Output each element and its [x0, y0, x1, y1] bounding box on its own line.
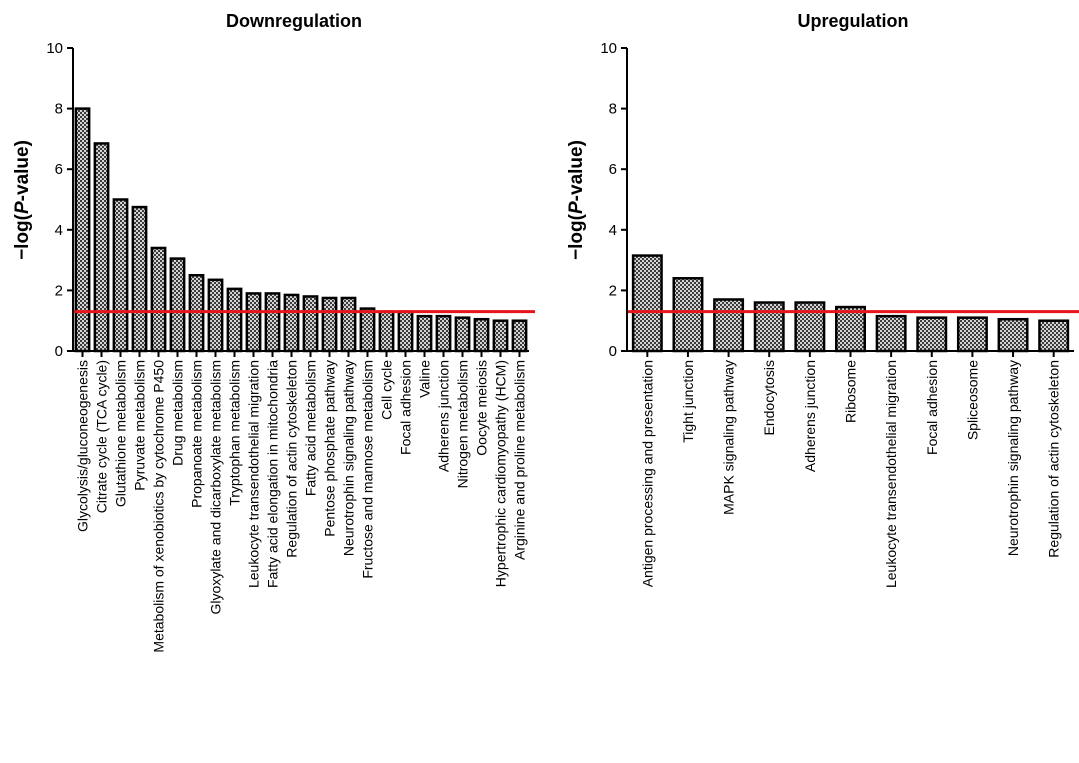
bar-down-16: [359, 307, 376, 353]
bar-up-6: [835, 305, 866, 353]
bar-down-23: [492, 319, 509, 353]
x-tick-label-down-14: Pentose phosphate pathway: [322, 360, 338, 537]
x-tick-label-down-17: Cell cycle: [379, 360, 395, 420]
chart-title: Upregulation: [798, 11, 909, 31]
y-axis-label-part: P: [12, 201, 33, 214]
y-tick-label: 10: [46, 40, 63, 57]
upregulation-panel: Upregulation −log(P-value) 0 2 4 6 8 10 Antigen …: [566, 11, 1079, 588]
bar-down-20: [435, 314, 452, 353]
bar-down-12: [283, 293, 300, 353]
x-tick-label-down-12: Regulation of actin cytoskeleton: [284, 360, 300, 558]
y-axis-label-part: -value): [566, 140, 587, 201]
x-tick-label-up-11: Regulation of actin cytoskeleton: [1046, 360, 1062, 558]
x-tick-label-up-7: Leukocyte transendothelial migration: [883, 360, 899, 588]
bar-down-1: [74, 107, 91, 353]
bar-up-7: [875, 314, 907, 353]
y-tick-label: 0: [609, 343, 617, 360]
x-tick-label-down-13: Fatty acid metabolism: [303, 360, 319, 496]
bar-down-22: [473, 317, 490, 353]
y-tick-label: 6: [55, 161, 63, 178]
bar-down-5: [150, 246, 167, 353]
y-tick-label: 8: [55, 101, 63, 118]
bar-down-2: [93, 142, 110, 353]
bar-up-11: [1038, 319, 1070, 353]
y-tick-label: 4: [609, 222, 617, 239]
y-tick-label: 0: [55, 343, 63, 360]
y-tick-label: 4: [55, 222, 63, 239]
y-axis-label-part: P: [566, 201, 587, 214]
bar-down-14: [321, 296, 338, 353]
y-tick-label: 2: [55, 282, 63, 299]
y-tick-label: 6: [609, 161, 617, 178]
x-tick-label-down-19: Valine: [417, 360, 433, 398]
x-tick-label-down-4: Pyruvate metabolism: [132, 360, 148, 491]
bar-down-11: [264, 292, 281, 353]
x-tick-label-down-10: Leukocyte transendothelial migration: [246, 360, 262, 588]
x-tick-label-down-20: Adherens junction: [436, 360, 452, 472]
bar-up-10: [997, 317, 1029, 353]
x-tick-label-down-15: Neurotrophin signaling pathway: [341, 360, 357, 556]
bar-down-8: [207, 278, 224, 353]
bar-down-17: [378, 310, 395, 353]
x-tick-label-down-23: Hypertrophic cardiomyopathy (HCM): [493, 360, 509, 587]
bar-up-3: [713, 298, 745, 353]
x-tick-label-down-3: Glutathione metabolism: [113, 360, 129, 507]
x-tick-label-up-10: Neurotrophin signaling pathway: [1005, 360, 1021, 556]
y-axis-label-part: -value): [12, 140, 33, 201]
x-tick-label-up-3: MAPK signaling pathway: [721, 360, 737, 515]
bar-down-7: [188, 274, 205, 353]
x-tick-label-down-6: Drug metabolism: [170, 360, 186, 466]
x-tick-label-down-11: Fatty acid elongation in mitochondria: [265, 360, 281, 588]
x-tick-label-up-5: Adherens junction: [802, 360, 818, 472]
x-tick-label-down-5: Metabolism of xenobiotics by cytochrome …: [151, 360, 167, 653]
x-tick-label-up-9: Spliceosome: [964, 360, 980, 440]
bar-up-5: [794, 301, 826, 353]
x-tick-label-up-4: Endocytosis: [761, 360, 777, 435]
bar-down-15: [340, 296, 357, 353]
x-tick-label-down-2: Citrate cycle (TCA cycle): [94, 360, 110, 513]
x-tick-label-down-22: Oocyte meiosis: [474, 360, 490, 456]
bar-down-18: [397, 310, 414, 353]
bar-up-8: [916, 316, 948, 353]
bar-down-24: [511, 319, 528, 353]
x-tick-label-down-16: Fructose and mannose metabolism: [360, 360, 376, 579]
x-tick-label-up-1: Antigen processing and presentation: [639, 360, 655, 587]
y-axis-label-part: −log(: [566, 213, 587, 260]
y-axis-label: −log(P-value): [12, 140, 33, 260]
bar-down-9: [226, 287, 243, 353]
bar-up-9: [956, 316, 988, 353]
x-tick-label-up-8: Focal adhesion: [924, 360, 940, 455]
bar-down-21: [454, 316, 471, 353]
bar-down-13: [302, 295, 319, 353]
downregulation-panel: Downregulation −log(P-value) 0 2 4 6 8 10 Glycol…: [12, 11, 535, 653]
x-tick-label-down-24: Arginine and proline metabolism: [512, 360, 528, 560]
y-tick-label: 2: [609, 282, 617, 299]
bar-down-19: [416, 314, 433, 353]
bar-down-10: [245, 292, 262, 353]
bar-down-4: [131, 205, 148, 353]
x-tick-label-down-8: Glyoxylate and dicarboxylate metabolism: [208, 360, 224, 614]
y-tick-label: 8: [609, 101, 617, 118]
chart-title: Downregulation: [226, 11, 362, 31]
x-tick-label-down-7: Propanoate metabolism: [189, 360, 205, 508]
bar-up-2: [672, 277, 704, 353]
x-tick-label-up-2: Tight junction: [680, 360, 696, 443]
x-tick-label-down-18: Focal adhesion: [398, 360, 414, 455]
bar-up-1: [631, 254, 663, 353]
x-tick-label-down-21: Nitrogen metabolism: [455, 360, 471, 488]
y-axis-label: −log(P-value): [566, 140, 587, 260]
bar-up-4: [753, 301, 785, 353]
x-tick-label-up-6: Ribosome: [843, 360, 859, 423]
bar-down-6: [169, 257, 186, 353]
x-tick-label-down-1: Glycolysis/gluconeogenesis: [75, 360, 91, 532]
y-axis-label-part: −log(: [12, 213, 33, 260]
y-tick-label: 10: [600, 40, 617, 57]
bar-down-3: [112, 198, 129, 353]
x-tick-label-down-9: Tryptophan metabolism: [227, 360, 243, 506]
